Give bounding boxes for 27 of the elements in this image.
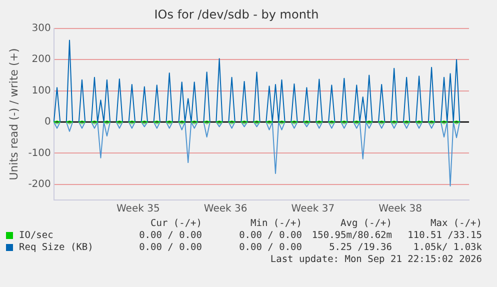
text: 110.51 /33.15 bbox=[406, 230, 483, 241]
text: Min (-/+) bbox=[250, 218, 303, 229]
legend-label: Req Size (KB) bbox=[19, 242, 94, 253]
y-tick-label: -100 bbox=[28, 148, 51, 159]
y-axis-title: Units read (-) / write (+) bbox=[7, 48, 20, 180]
text: Cur (-/+) bbox=[150, 218, 203, 229]
legend-label: IO/sec bbox=[19, 230, 54, 241]
x-tick-label: Week 36 bbox=[204, 204, 248, 215]
y-tick-label: 0 bbox=[44, 116, 51, 128]
text: 150.95m/80.62m bbox=[310, 230, 393, 241]
x-tick-label: Week 37 bbox=[291, 204, 335, 215]
text: 0.00 / 0.00 bbox=[238, 242, 303, 253]
text: Last update: Mon Sep 21 22:15:02 2026 bbox=[269, 253, 483, 265]
text: 5.25 /19.36 bbox=[328, 242, 393, 253]
text: 0.00 / 0.00 bbox=[138, 242, 203, 253]
y-tick-label: 100 bbox=[32, 85, 51, 96]
y-tick-label: 300 bbox=[32, 22, 51, 34]
text: Avg (-/+) bbox=[340, 218, 393, 229]
y-tick-label: 200 bbox=[32, 54, 51, 66]
y-tick-label: -200 bbox=[28, 178, 51, 190]
x-tick-label: Week 38 bbox=[378, 204, 422, 215]
text: 1.05k/ 1.03k bbox=[412, 242, 483, 253]
x-tick-label: Week 35 bbox=[116, 204, 160, 215]
text: 0.00 / 0.00 bbox=[138, 230, 203, 241]
text: Max (-/+) bbox=[430, 218, 483, 229]
text: 0.00 / 0.00 bbox=[238, 230, 303, 241]
chart-title: IOs for /dev/sdb - by month bbox=[154, 7, 319, 22]
